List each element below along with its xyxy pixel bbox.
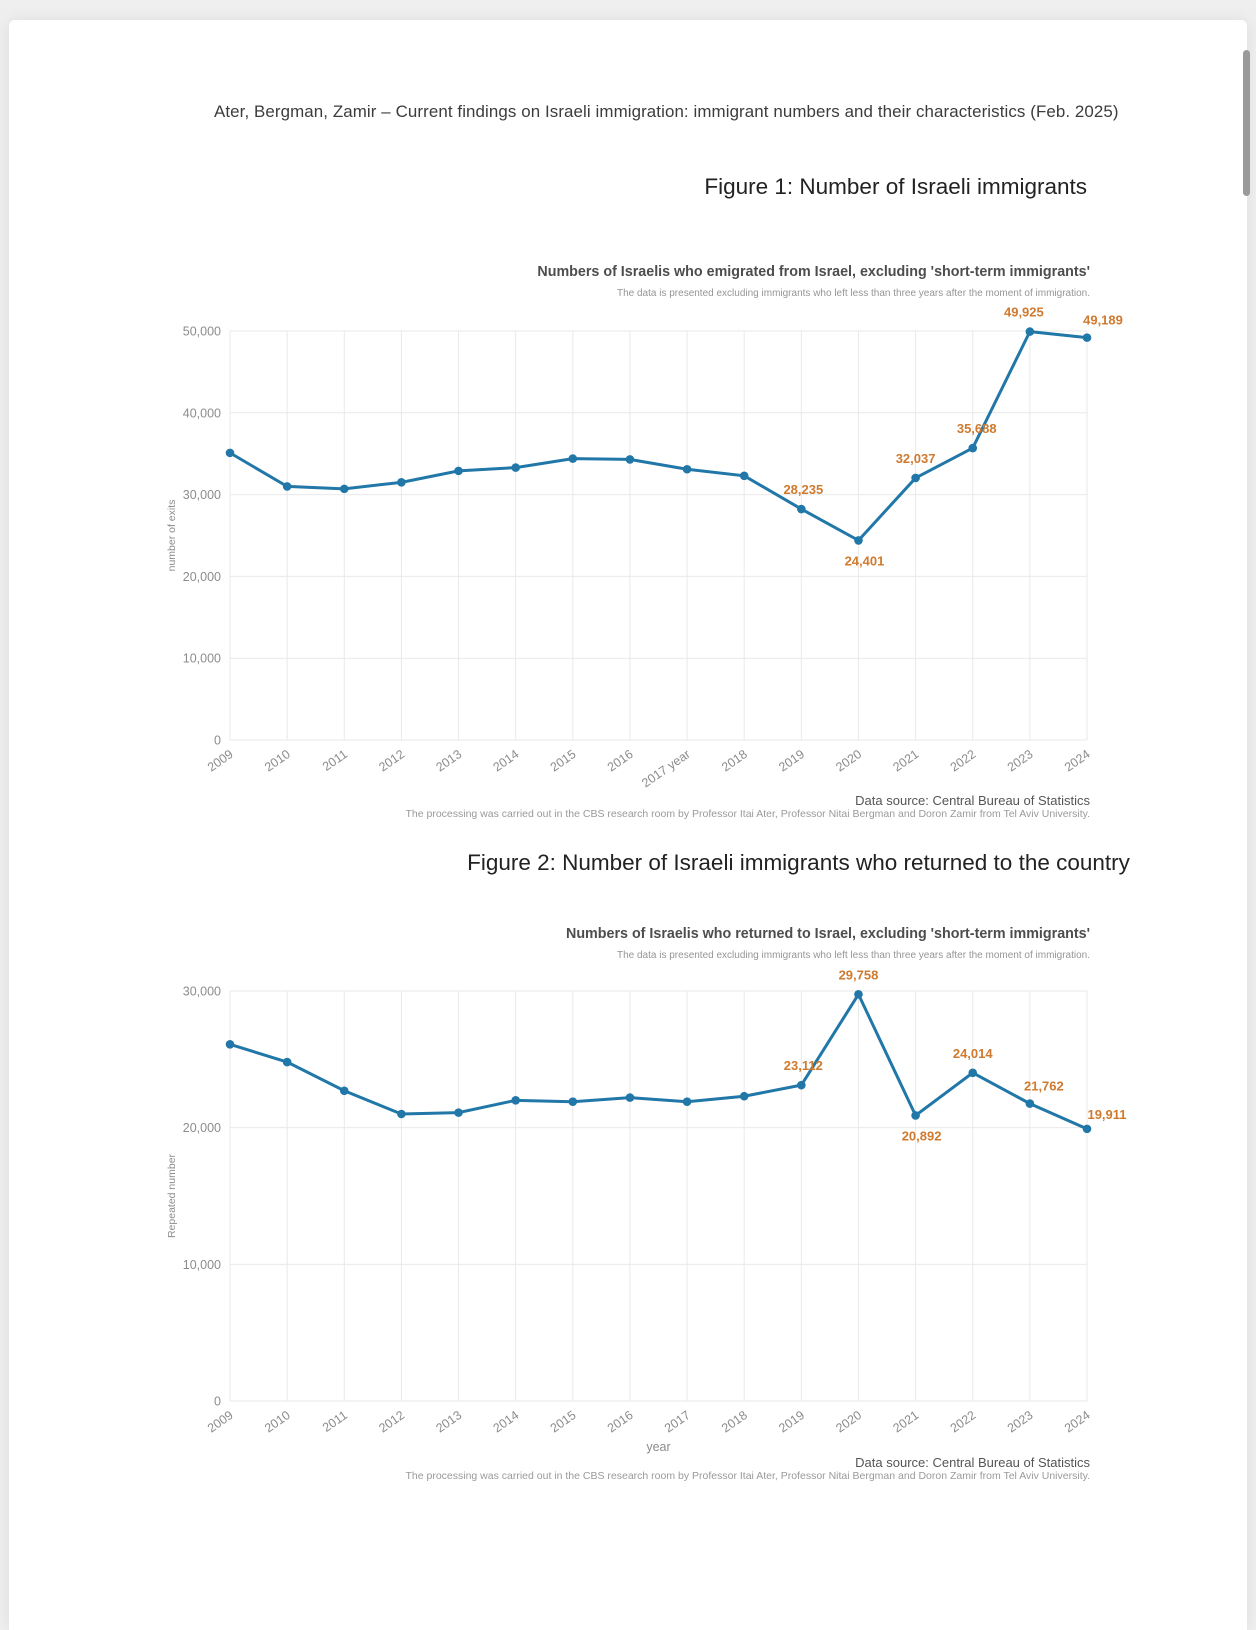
svg-text:24,014: 24,014: [953, 1046, 994, 1061]
svg-text:2019: 2019: [776, 1408, 807, 1435]
svg-text:2022: 2022: [948, 1408, 979, 1435]
svg-text:23,112: 23,112: [784, 1058, 823, 1073]
svg-text:2018: 2018: [719, 1408, 750, 1435]
svg-text:Repeated number: Repeated number: [166, 1153, 178, 1238]
svg-text:2021: 2021: [891, 1408, 922, 1435]
svg-text:2013: 2013: [433, 1408, 464, 1435]
svg-text:2016: 2016: [605, 1408, 636, 1435]
svg-text:2015: 2015: [548, 1408, 579, 1435]
svg-text:29,758: 29,758: [839, 967, 879, 982]
svg-text:0: 0: [214, 1395, 221, 1409]
svg-text:2017: 2017: [662, 1408, 693, 1435]
svg-text:19,911: 19,911: [1087, 1107, 1126, 1122]
svg-text:20,000: 20,000: [183, 1121, 221, 1135]
svg-text:2023: 2023: [1005, 1408, 1036, 1435]
svg-text:2020: 2020: [833, 1408, 864, 1435]
svg-text:21,762: 21,762: [1024, 1079, 1064, 1094]
svg-text:30,000: 30,000: [183, 985, 221, 999]
svg-text:2024: 2024: [1062, 1408, 1093, 1435]
svg-text:2011: 2011: [320, 1408, 350, 1435]
svg-text:2010: 2010: [262, 1408, 293, 1435]
svg-text:2009: 2009: [205, 1408, 236, 1435]
svg-text:year: year: [646, 1440, 670, 1454]
svg-text:10,000: 10,000: [183, 1258, 221, 1272]
svg-text:2014: 2014: [491, 1408, 522, 1435]
svg-text:2012: 2012: [376, 1408, 407, 1435]
svg-text:20,892: 20,892: [902, 1128, 942, 1143]
